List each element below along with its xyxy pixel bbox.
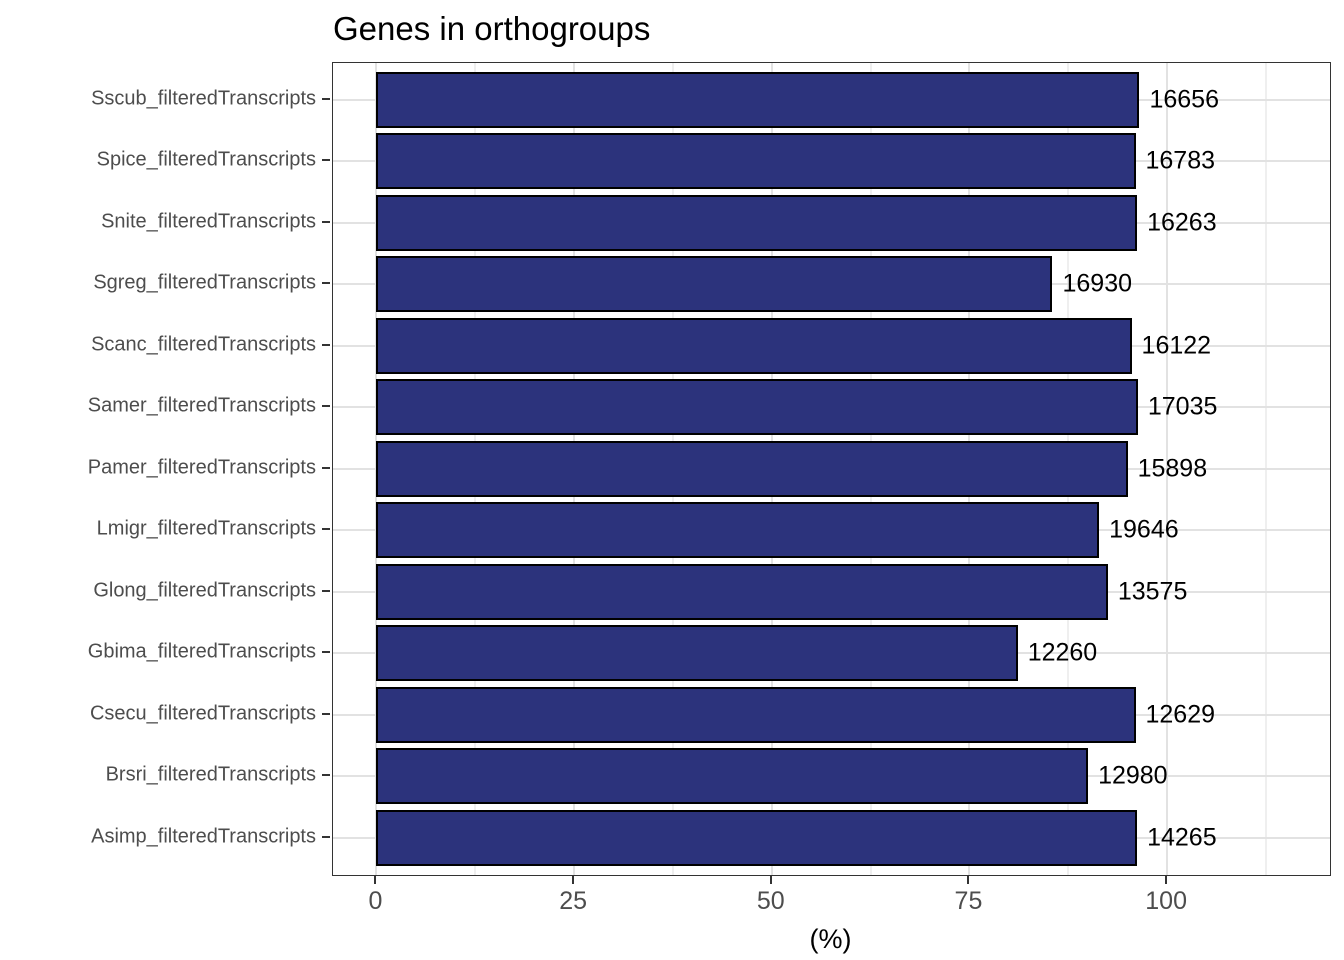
x-tick-label: 75 <box>954 887 983 915</box>
x-tick-label: 50 <box>756 887 785 915</box>
bar <box>376 440 1128 497</box>
bar-value-label: 17035 <box>1147 392 1218 421</box>
y-tick-label: Spice_filteredTranscripts <box>96 148 316 171</box>
y-tick-label: Sgreg_filteredTranscripts <box>93 271 316 294</box>
bar <box>376 256 1053 313</box>
bar-value-label: 12629 <box>1145 700 1216 729</box>
x-tick-label: 25 <box>559 887 588 915</box>
y-tick-label: Csecu_filteredTranscripts <box>89 702 316 725</box>
y-tick-mark <box>322 159 330 162</box>
y-tick-label: Sscub_filteredTranscripts <box>91 87 316 110</box>
y-tick-mark <box>322 528 330 531</box>
x-tick-mark <box>374 876 377 884</box>
bar-value-label: 12980 <box>1098 761 1168 790</box>
x-tick-mark <box>572 876 575 884</box>
y-tick-mark <box>322 97 330 100</box>
bar-value-label: 19646 <box>1109 515 1179 544</box>
y-tick-label: Gbima_filteredTranscripts <box>87 640 316 663</box>
y-tick-mark <box>322 712 330 715</box>
y-tick-mark <box>322 651 330 654</box>
bar <box>376 379 1138 436</box>
x-tick-label: 100 <box>1145 887 1187 915</box>
bar <box>376 71 1140 128</box>
bar <box>376 748 1089 805</box>
y-tick-label: Brsri_filteredTranscripts <box>105 763 316 786</box>
x-tick-mark <box>769 876 772 884</box>
x-tick-mark <box>1165 876 1168 884</box>
bar <box>376 809 1138 866</box>
y-tick-label: Samer_filteredTranscripts <box>87 394 316 417</box>
y-tick-mark <box>322 466 330 469</box>
y-tick-mark <box>322 774 330 777</box>
bar <box>376 563 1108 620</box>
bar <box>376 133 1136 190</box>
bar-value-label: 13575 <box>1117 577 1188 606</box>
bar-value-label: 16122 <box>1141 331 1212 360</box>
y-tick-label: Scanc_filteredTranscripts <box>91 333 316 356</box>
y-tick-mark <box>322 343 330 346</box>
bar-value-label: 15898 <box>1137 454 1208 483</box>
y-tick-label: Glong_filteredTranscripts <box>93 579 316 602</box>
bar-value-label: 14265 <box>1147 823 1217 852</box>
y-tick-mark <box>322 589 330 592</box>
bar <box>376 502 1100 559</box>
bar-value-label: 16783 <box>1145 146 1216 175</box>
y-tick-mark <box>322 405 330 408</box>
bar <box>376 317 1132 374</box>
bar-value-label: 12260 <box>1027 638 1098 667</box>
y-tick-label: Asimp_filteredTranscripts <box>91 825 316 848</box>
y-tick-mark <box>322 220 330 223</box>
bar <box>376 686 1136 743</box>
x-tick-mark <box>967 876 970 884</box>
y-tick-label: Snite_filteredTranscripts <box>101 210 316 233</box>
x-axis-title: (%) <box>809 924 852 954</box>
plot-panel: 16656 16783 16263 16930 16122 17035 15898 19646… <box>332 62 1331 876</box>
y-tick-mark <box>322 835 330 838</box>
y-tick-label: Pamer_filteredTranscripts <box>87 456 316 479</box>
x-tick-label: 0 <box>368 887 383 915</box>
bar-value-label: 16263 <box>1147 208 1217 237</box>
y-tick-mark <box>322 282 330 285</box>
bar <box>376 194 1138 251</box>
chart-title: Genes in orthogroups <box>333 10 651 47</box>
bar-value-label: 16656 <box>1149 85 1219 114</box>
bar-value-label: 16930 <box>1062 269 1133 298</box>
bar <box>376 625 1018 682</box>
y-tick-label: Lmigr_filteredTranscripts <box>96 517 316 540</box>
